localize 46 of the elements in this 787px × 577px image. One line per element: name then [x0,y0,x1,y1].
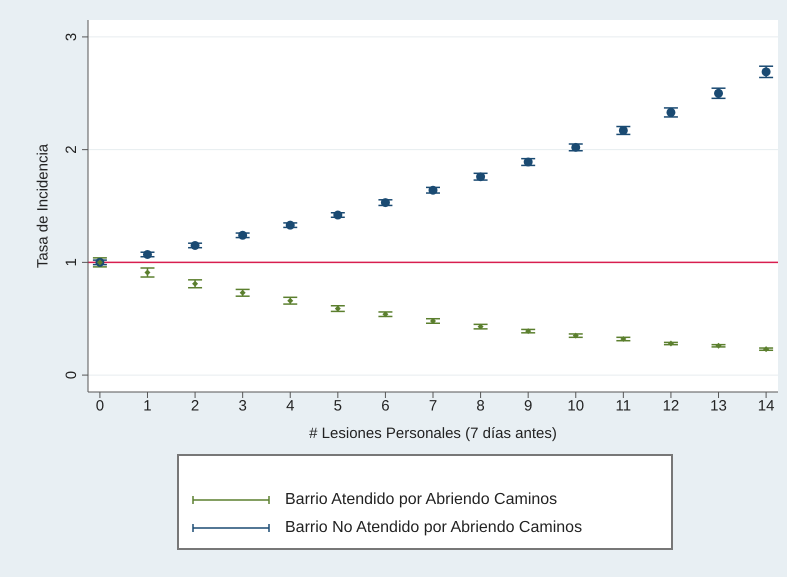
x-tick-label: 13 [710,398,727,415]
point [572,332,579,339]
point [763,346,770,352]
point [333,210,342,220]
y-tick-label: 0 [63,370,80,380]
y-axis-title: Tasa de Incidencia [34,143,52,268]
point [428,186,438,195]
x-tick-label: 12 [662,398,680,415]
point [240,290,246,296]
point [714,88,724,98]
y-tick-label: 1 [63,258,80,267]
x-tick-label: 8 [476,398,485,415]
point [192,280,198,287]
x-tick-label: 9 [524,398,532,415]
point [620,336,626,342]
x-tick-label: 4 [286,398,294,415]
point [190,240,200,250]
point [286,220,295,230]
x-tick-label: 2 [190,398,200,415]
point [571,142,580,152]
y-tick-label: 2 [63,145,80,154]
point [525,328,532,334]
legend-label: Barrio Atendido por Abriendo Caminos [285,491,558,509]
x-tick-label: 10 [567,398,584,415]
point [382,311,388,318]
point [476,172,486,182]
point [142,250,152,259]
x-tick-label: 5 [334,398,342,415]
x-axis-title: # Lesiones Personales (7 días antes) [309,425,557,442]
x-tick-label: 6 [381,398,390,415]
point [716,342,722,349]
point [524,158,533,167]
legend-label: Barrio No Atendido por Abriendo Caminos [285,519,582,537]
x-tick-label: 3 [238,398,247,415]
x-tick-label: 14 [758,398,774,415]
point [238,230,248,240]
point [762,67,771,76]
x-tick-label: 11 [616,398,632,415]
point [380,198,390,208]
point [478,324,484,330]
point [666,108,676,117]
point [668,340,674,347]
x-tick-label: 0 [96,398,104,415]
x-tick-label: 1 [143,398,152,415]
y-tick-label: 3 [63,32,80,42]
x-tick-label: 7 [428,398,438,415]
